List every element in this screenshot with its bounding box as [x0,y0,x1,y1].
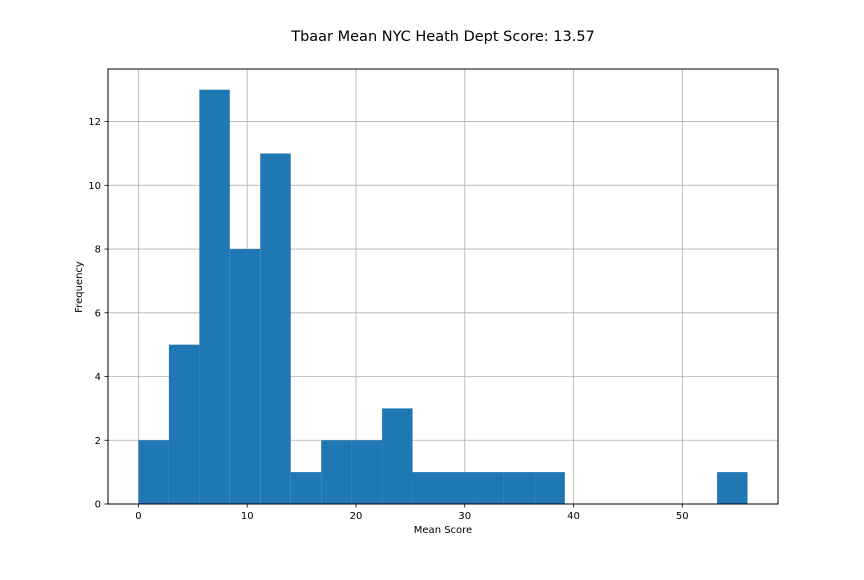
plot-frame [107,68,779,505]
x-tick-label: 40 [567,511,580,522]
histogram-bars [138,89,748,504]
histogram-bar [382,408,413,504]
x-tick-label: 10 [241,511,254,522]
y-axis-ticks: 0 2 4 6 8 10 12 [88,117,108,511]
x-tick-label: 0 [135,511,141,522]
y-tick-label: 12 [88,117,101,128]
histogram-bar [473,472,504,504]
histogram-bar [717,472,748,504]
histogram-bar [229,249,261,504]
y-tick-label: 4 [95,372,101,383]
histogram-bar [138,440,169,504]
histogram-bar [168,344,200,504]
x-tick-label: 20 [350,511,363,522]
chart-title: Tbaar Mean NYC Heath Dept Score: 13.57 [290,29,595,45]
histogram-bar [503,472,535,504]
x-tick-label: 30 [458,511,471,522]
y-tick-label: 8 [95,245,101,256]
x-axis-label: Mean Score [414,525,472,536]
y-tick-label: 6 [95,308,101,319]
y-axis-label: Frequency [74,261,85,313]
histogram-bar [290,472,322,504]
x-tick-label: 50 [676,511,689,522]
histogram-bar [260,153,291,504]
histogram-bar [351,440,383,504]
x-axis-ticks: 0 10 20 30 40 50 [135,504,689,522]
histogram-bar [443,472,474,504]
y-tick-label: 0 [95,500,101,511]
histogram-bar [199,89,230,504]
y-tick-label: 2 [95,436,101,447]
histogram-bar [412,472,443,504]
y-tick-label: 10 [88,181,101,192]
histogram-bar [534,472,565,504]
histogram-bar [321,440,352,504]
